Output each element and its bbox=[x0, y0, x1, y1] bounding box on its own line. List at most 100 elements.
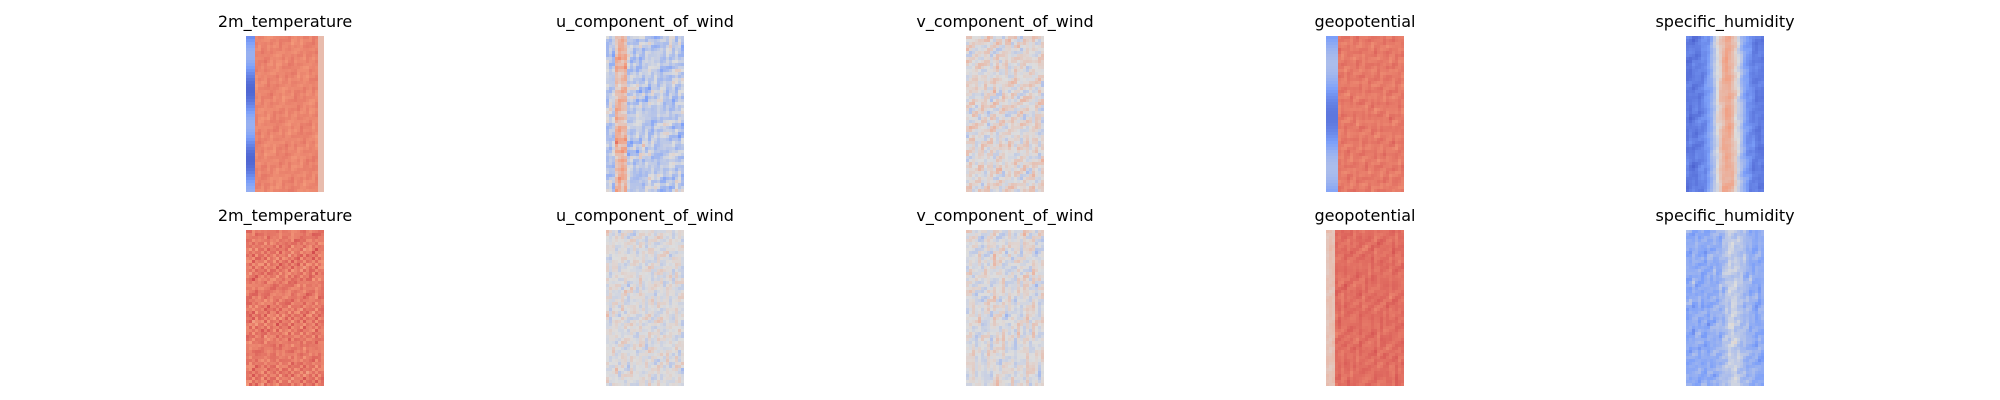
heatmap-cell bbox=[639, 141, 642, 144]
heatmap-cell bbox=[990, 153, 993, 156]
heatmap-cell bbox=[282, 132, 285, 135]
heatmap-cell bbox=[318, 102, 321, 105]
heatmap-cell bbox=[1338, 120, 1341, 123]
heatmap-cell bbox=[303, 123, 306, 126]
heatmap-cell bbox=[651, 75, 654, 78]
heatmap-cell bbox=[1389, 48, 1392, 51]
heatmap-cell bbox=[666, 39, 669, 42]
heatmap-cell bbox=[291, 153, 294, 156]
heatmap-cell bbox=[309, 174, 312, 177]
heatmap-cell bbox=[987, 138, 990, 141]
heatmap-cell bbox=[258, 54, 261, 57]
heatmap-cell bbox=[318, 84, 321, 87]
heatmap-cell bbox=[1032, 114, 1035, 117]
heatmap-cell bbox=[996, 120, 999, 123]
heatmap-cell bbox=[276, 159, 279, 162]
heatmap-cell bbox=[1356, 132, 1359, 135]
heatmap-cell bbox=[1329, 51, 1332, 54]
heatmap-cell bbox=[321, 120, 324, 123]
heatmap-cell bbox=[267, 81, 270, 84]
heatmap-cell bbox=[249, 105, 252, 108]
heatmap-cell bbox=[1005, 186, 1008, 189]
heatmap-cell bbox=[1401, 78, 1404, 81]
heatmap-cell bbox=[306, 96, 309, 99]
heatmap-cell bbox=[615, 57, 618, 60]
heatmap-cell bbox=[306, 123, 309, 126]
heatmap-cell bbox=[999, 84, 1002, 87]
heatmap-cell bbox=[315, 45, 318, 48]
heatmap-cell bbox=[1332, 45, 1335, 48]
heatmap-cell bbox=[627, 159, 630, 162]
heatmap-cell bbox=[249, 72, 252, 75]
heatmap-cell bbox=[297, 87, 300, 90]
heatmap-cell bbox=[981, 186, 984, 189]
heatmap-cell bbox=[972, 120, 975, 123]
heatmap-cell bbox=[969, 150, 972, 153]
heatmap-cell bbox=[291, 93, 294, 96]
heatmap-cell bbox=[276, 69, 279, 72]
heatmap-cell bbox=[1395, 57, 1398, 60]
heatmap-cell bbox=[1389, 36, 1392, 39]
heatmap-cell bbox=[1332, 81, 1335, 84]
heatmap-cell bbox=[306, 72, 309, 75]
heatmap-cell bbox=[312, 177, 315, 180]
heatmap-cell bbox=[627, 117, 630, 120]
heatmap-cell bbox=[285, 189, 288, 192]
heatmap-cell bbox=[999, 189, 1002, 192]
heatmap-cell bbox=[318, 39, 321, 42]
heatmap-cell bbox=[1011, 90, 1014, 93]
heatmap-cell bbox=[1350, 63, 1353, 66]
heatmap-cell bbox=[657, 96, 660, 99]
heatmap-cell bbox=[1401, 66, 1404, 69]
heatmap-cell bbox=[1032, 177, 1035, 180]
heatmap-cell bbox=[615, 174, 618, 177]
heatmap-cell bbox=[261, 189, 264, 192]
heatmap-cell bbox=[270, 171, 273, 174]
heatmap-cell bbox=[1383, 75, 1386, 78]
heatmap-cell bbox=[666, 186, 669, 189]
heatmap-cell bbox=[318, 132, 321, 135]
heatmap-cell bbox=[1029, 117, 1032, 120]
heatmap-cell bbox=[615, 48, 618, 51]
heatmap-cell bbox=[1011, 48, 1014, 51]
heatmap-cell bbox=[975, 78, 978, 81]
heatmap-cell bbox=[609, 54, 612, 57]
heatmap-cell bbox=[1377, 60, 1380, 63]
heatmap-cell bbox=[1029, 174, 1032, 177]
heatmap-cell bbox=[609, 156, 612, 159]
heatmap-cell bbox=[1035, 126, 1038, 129]
heatmap-cell bbox=[966, 66, 969, 69]
heatmap-cell bbox=[1023, 75, 1026, 78]
heatmap-cell bbox=[1023, 159, 1026, 162]
heatmap-cell bbox=[1338, 75, 1341, 78]
heatmap-cell bbox=[678, 96, 681, 99]
heatmap-cell bbox=[975, 138, 978, 141]
heatmap-cell bbox=[270, 63, 273, 66]
heatmap-cell bbox=[999, 54, 1002, 57]
heatmap-cell bbox=[633, 150, 636, 153]
heatmap-cell bbox=[990, 180, 993, 183]
heatmap-cell bbox=[1383, 81, 1386, 84]
heatmap-cell bbox=[1401, 69, 1404, 72]
heatmap-cell bbox=[273, 126, 276, 129]
heatmap-cell bbox=[639, 69, 642, 72]
heatmap-cell bbox=[1335, 51, 1338, 54]
heatmap-cell bbox=[294, 108, 297, 111]
heatmap-cell bbox=[261, 171, 264, 174]
heatmap-cell bbox=[246, 189, 249, 192]
heatmap-cell bbox=[1380, 57, 1383, 60]
heatmap-cell bbox=[1023, 45, 1026, 48]
heatmap-cell bbox=[606, 96, 609, 99]
heatmap-cell bbox=[285, 144, 288, 147]
heatmap-cell bbox=[657, 174, 660, 177]
heatmap-cell bbox=[663, 75, 666, 78]
heatmap-cell bbox=[972, 123, 975, 126]
heatmap-cell bbox=[303, 156, 306, 159]
heatmap-cell bbox=[1329, 132, 1332, 135]
heatmap-cell bbox=[1026, 144, 1029, 147]
heatmap-cell bbox=[261, 78, 264, 81]
heatmap-cell bbox=[1332, 105, 1335, 108]
heatmap-cell bbox=[1335, 66, 1338, 69]
heatmap-cell bbox=[1038, 123, 1041, 126]
heatmap-cell bbox=[993, 105, 996, 108]
